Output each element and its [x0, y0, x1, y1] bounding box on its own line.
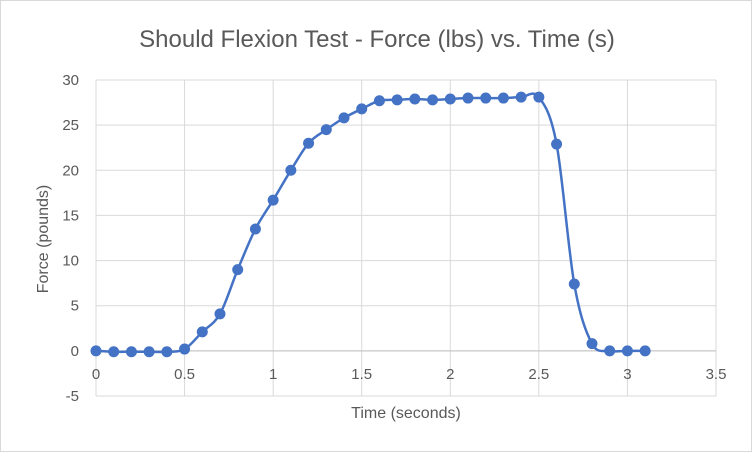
x-tick-label: 1.5: [351, 366, 372, 383]
y-tick-label: 0: [71, 343, 79, 360]
chart-title: Should Flexion Test - Force (lbs) vs. Ti…: [139, 26, 615, 53]
series-line: [95, 92, 646, 354]
data-point: [108, 346, 120, 358]
x-tick-label: 0: [92, 366, 100, 383]
data-point: [586, 338, 598, 350]
data-point: [196, 326, 208, 338]
y-tick-label: 10: [62, 253, 79, 270]
data-point: [143, 346, 155, 358]
data-point: [125, 346, 137, 358]
data-point: [621, 345, 633, 357]
data-point: [515, 91, 527, 103]
data-point: [285, 164, 297, 176]
data-point: [320, 124, 332, 136]
y-axis-label: Force (pounds): [35, 185, 52, 294]
x-tick-label: 1: [269, 366, 277, 383]
y-tick-label: 30: [62, 72, 79, 89]
y-tick-label: 20: [62, 162, 79, 179]
data-point: [373, 95, 385, 107]
y-tick-label: -5: [66, 388, 79, 405]
y-tick-label: 5: [71, 298, 79, 315]
x-tick-label: 3.5: [706, 366, 727, 383]
data-point: [356, 103, 368, 115]
y-tick-label: 15: [62, 207, 79, 224]
y-axis-ticks: -5 0 5 10 15 20 25 30: [62, 72, 79, 405]
gridlines: [95, 79, 717, 397]
data-point: [90, 345, 102, 357]
data-point: [568, 278, 580, 290]
data-point: [267, 194, 279, 206]
data-point: [303, 137, 315, 149]
x-axis-label: Time (seconds): [351, 405, 461, 422]
x-axis-ticks: 0 0.5 1 1.5 2 2.5 3 3.5: [92, 366, 727, 383]
data-point: [533, 91, 545, 103]
y-tick-label: 25: [62, 117, 79, 134]
data-point: [462, 92, 474, 104]
x-tick-label: 2: [446, 366, 454, 383]
data-point: [444, 93, 456, 105]
data-point: [551, 138, 563, 150]
data-point: [639, 345, 651, 357]
data-point: [179, 343, 191, 355]
data-point: [480, 92, 492, 104]
data-point: [249, 223, 261, 235]
x-tick-label: 3: [623, 366, 631, 383]
data-point: [427, 94, 439, 106]
data-point: [391, 94, 403, 106]
data-point: [497, 92, 509, 104]
data-point: [409, 93, 421, 105]
data-point: [232, 264, 244, 276]
x-tick-label: 0.5: [174, 366, 195, 383]
x-tick-label: 2.5: [528, 366, 549, 383]
data-point: [214, 308, 226, 320]
data-point: [338, 112, 350, 124]
data-point: [604, 345, 616, 357]
data-points: [90, 91, 651, 358]
data-point: [161, 346, 173, 358]
